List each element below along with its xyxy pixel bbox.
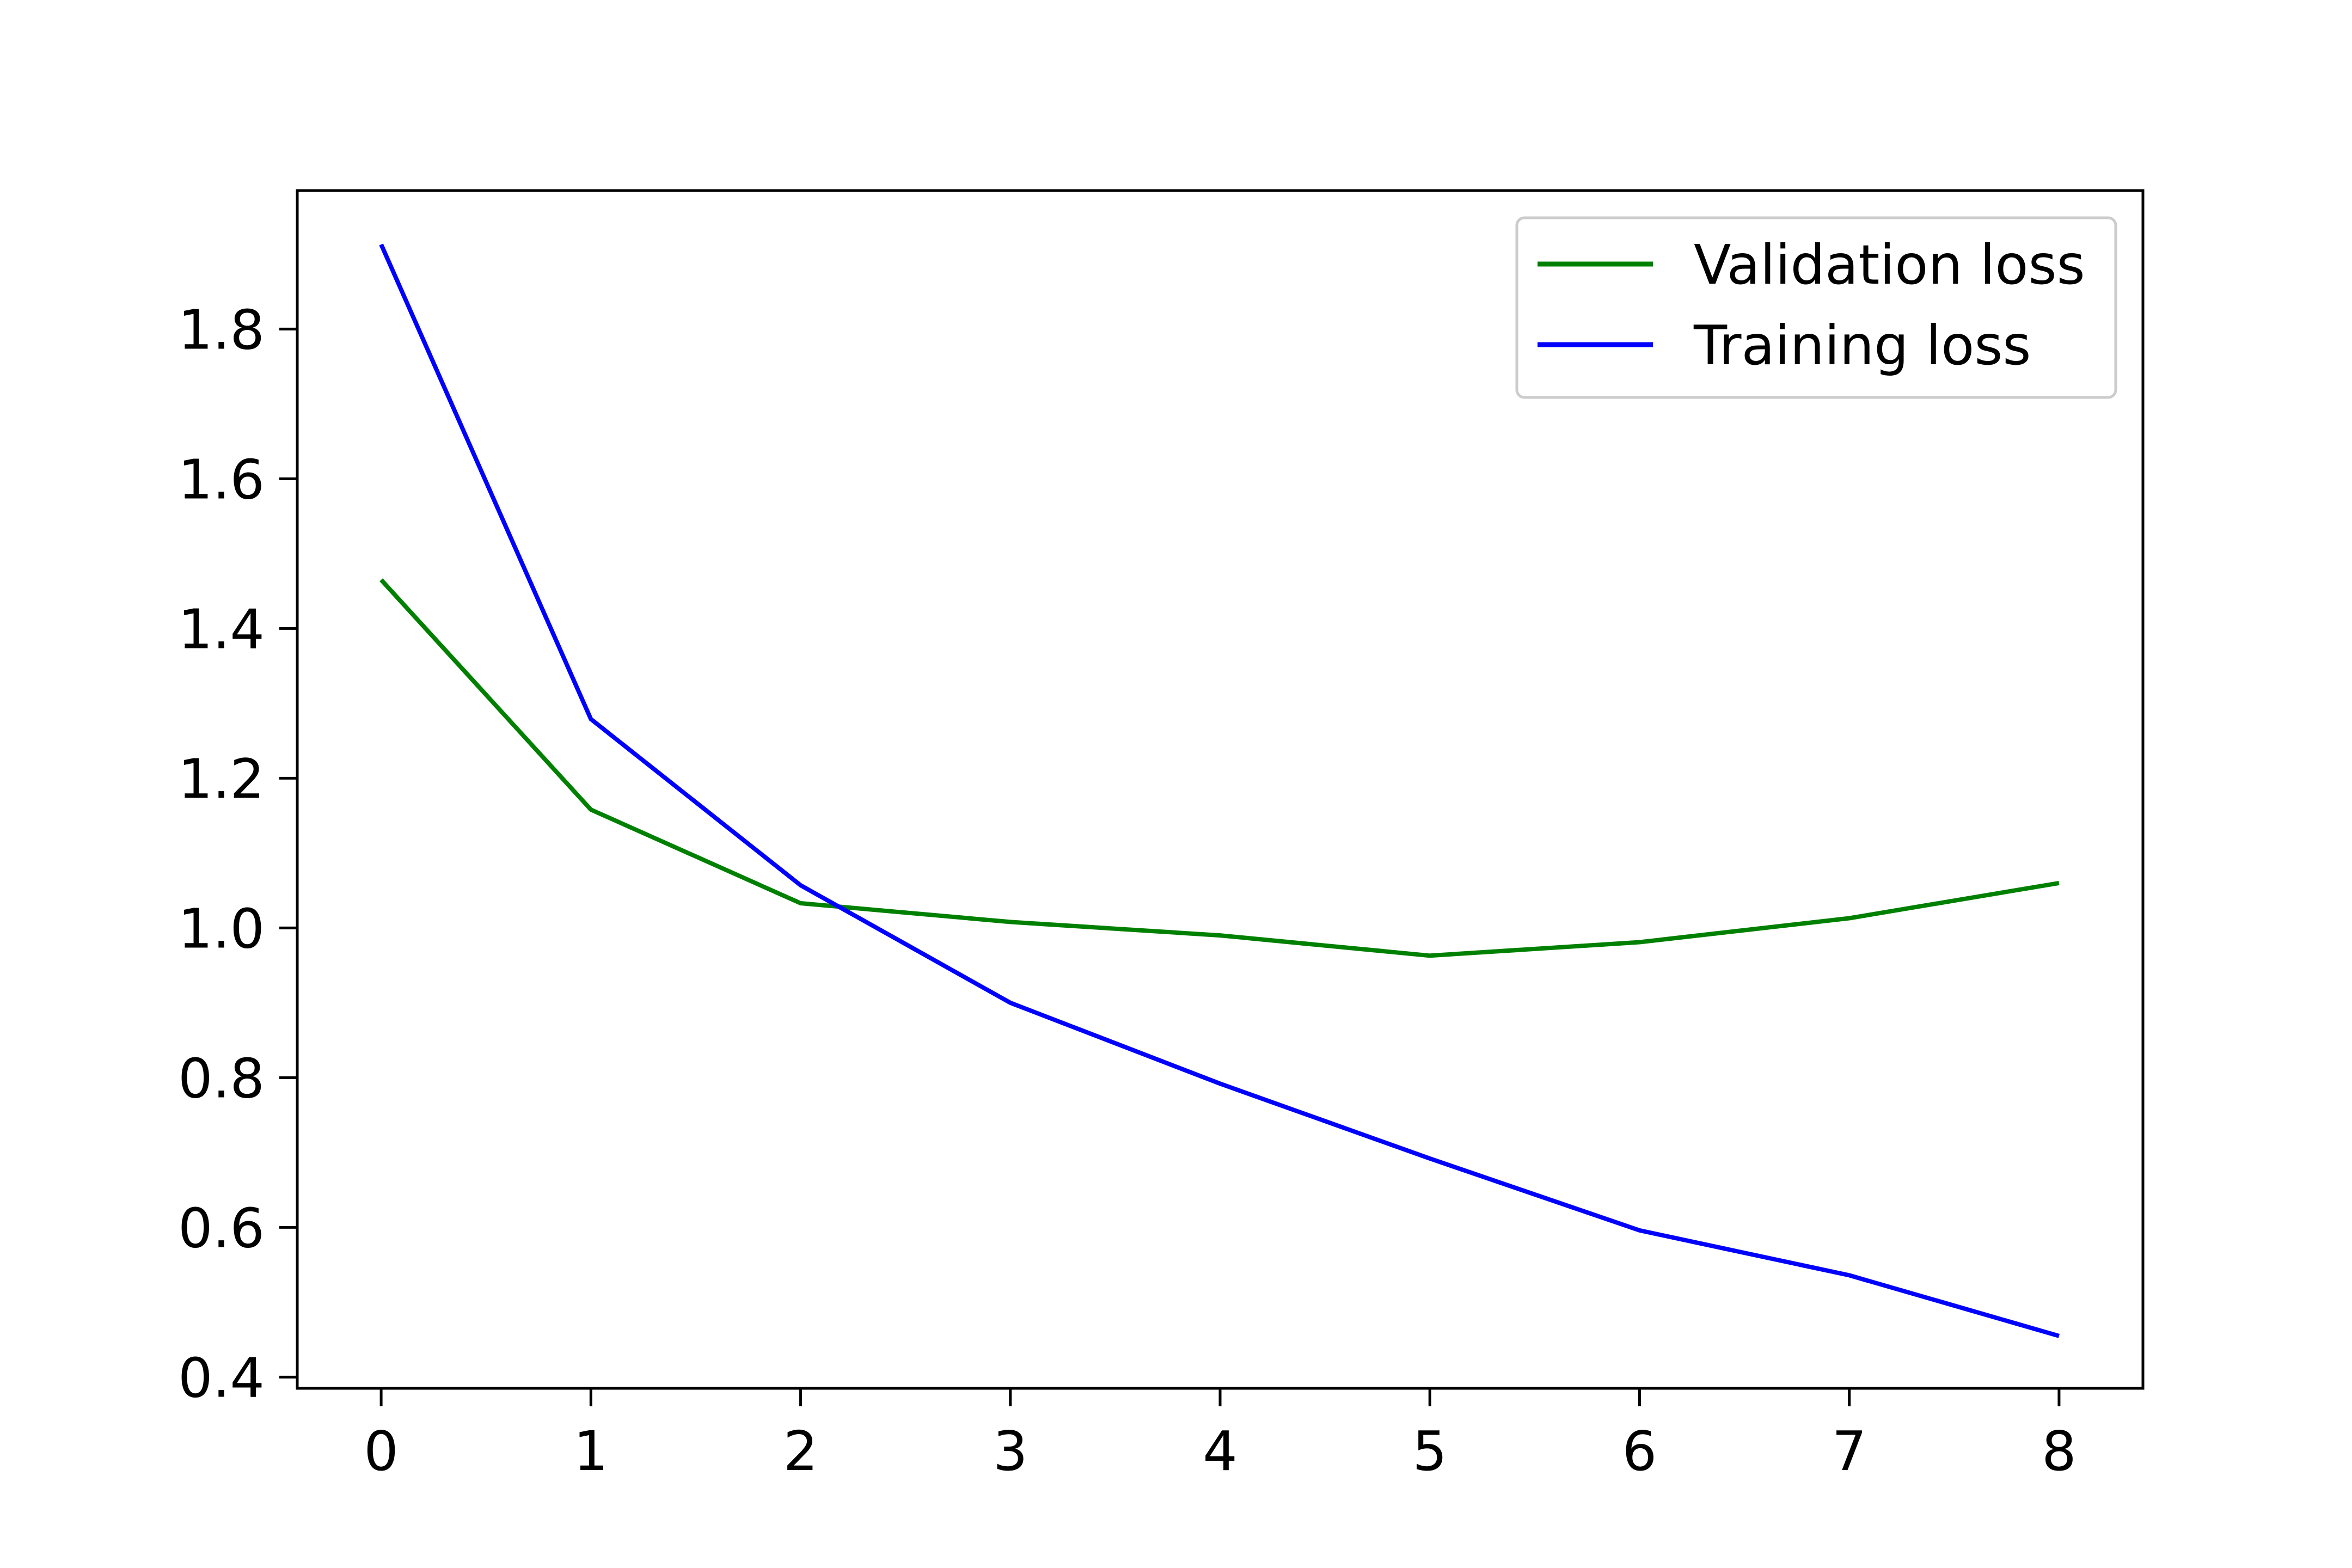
y-tick-label: 1.4 — [178, 597, 265, 661]
y-tick-label: 1.0 — [178, 897, 265, 960]
x-tick-label: 5 — [1412, 1419, 1447, 1483]
legend-box — [1515, 216, 2117, 399]
x-tick-label: 8 — [2042, 1419, 2077, 1483]
series-layer — [379, 243, 2060, 1338]
x-tick-label: 7 — [1832, 1419, 1867, 1483]
x-axis: 0 1 2 3 4 5 6 7 8 — [364, 1388, 2077, 1483]
x-tick-label: 0 — [364, 1419, 399, 1483]
y-tick-label: 0.4 — [178, 1346, 265, 1410]
y-tick-label: 1.6 — [178, 448, 265, 511]
legend: Validation loss Training loss — [1515, 216, 2117, 399]
legend-label: Training loss — [1693, 314, 2031, 377]
x-tick-label: 3 — [993, 1419, 1028, 1483]
series-line-2 — [379, 243, 2060, 1338]
x-tick-label: 2 — [783, 1419, 818, 1483]
legend-label: Validation loss — [1694, 233, 2085, 297]
series-line-1 — [379, 578, 2060, 958]
x-tick-label: 4 — [1203, 1419, 1238, 1483]
y-tick-label: 0.6 — [178, 1196, 265, 1260]
y-tick-label: 1.8 — [178, 298, 265, 362]
x-tick-label: 6 — [1622, 1419, 1657, 1483]
x-tick-label: 1 — [574, 1419, 609, 1483]
y-tick-label: 0.8 — [178, 1046, 265, 1110]
y-tick-label: 1.2 — [178, 747, 265, 811]
y-axis: 0.4 0.6 0.8 1.0 1.2 1.4 1.6 1.8 — [178, 298, 297, 1410]
